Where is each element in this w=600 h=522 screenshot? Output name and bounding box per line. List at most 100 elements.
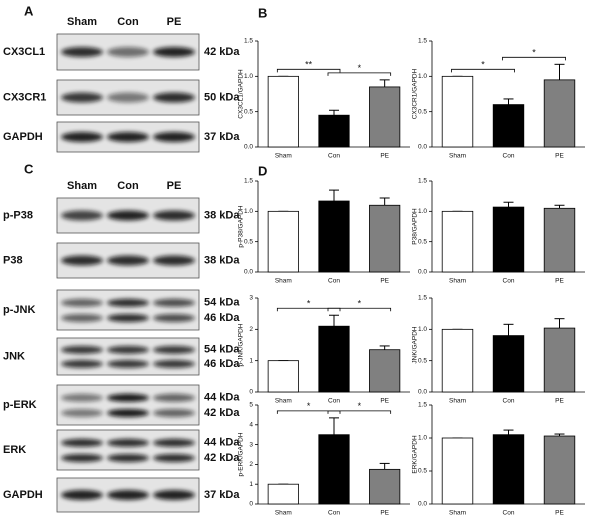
x-tick-label: PE (380, 510, 389, 517)
significance-label: * (358, 299, 362, 309)
y-axis-label: P38/GAPDH (412, 208, 419, 245)
y-axis-label: p-P38/GAPDH (238, 205, 245, 248)
bar (441, 75, 474, 148)
band (107, 359, 149, 368)
band (61, 132, 103, 142)
y-tick-label: 1.0 (244, 73, 253, 80)
y-tick-label: 1.5 (418, 402, 427, 409)
band (153, 314, 195, 322)
kda-label: 42 kDa (204, 452, 240, 464)
band (153, 132, 195, 142)
band (153, 409, 195, 417)
band (107, 255, 149, 266)
kda-label: 42 kDa (204, 46, 240, 58)
y-tick-label: 0 (249, 389, 253, 396)
bar (492, 206, 525, 273)
band (107, 210, 149, 221)
y-tick-label: 0.5 (244, 108, 253, 115)
significance-bracket (327, 307, 392, 312)
y-tick-label: 1.5 (244, 178, 253, 185)
x-tick-label: Con (328, 278, 340, 285)
x-tick-label: PE (380, 153, 389, 160)
x-tick-label: PE (555, 278, 564, 285)
y-tick-label: 0.0 (418, 501, 427, 508)
y-tick-label: 0.0 (418, 269, 427, 276)
significance-bracket (276, 410, 341, 414)
x-tick-label: Sham (449, 153, 466, 160)
band (107, 393, 149, 402)
band (107, 438, 149, 447)
y-tick-label: 0.5 (418, 357, 427, 364)
band (153, 393, 195, 402)
x-tick-label: Sham (275, 278, 292, 285)
y-tick-label: 2 (249, 461, 253, 468)
protein-label: p-P38 (3, 209, 33, 221)
x-tick-label: Con (328, 510, 340, 517)
x-tick-label: Sham (449, 278, 466, 285)
x-tick-label: Con (503, 510, 515, 517)
kda-label: 54 kDa (204, 297, 240, 309)
panel-label: D (258, 163, 267, 178)
bar (543, 79, 576, 148)
blot-frame (56, 429, 200, 471)
bar (267, 360, 299, 393)
band (61, 47, 103, 57)
y-tick-label: 1.0 (418, 326, 427, 333)
significance-label: * (307, 401, 311, 411)
bar (543, 207, 576, 273)
band (153, 454, 195, 462)
protein-label: GAPDH (3, 489, 43, 501)
x-tick-label: Sham (449, 398, 466, 405)
y-tick-label: 0.0 (418, 144, 427, 151)
significance-label: ** (305, 60, 313, 70)
x-tick-label: PE (555, 398, 564, 405)
x-tick-label: Con (503, 398, 515, 405)
x-tick-label: PE (380, 278, 389, 285)
band (61, 255, 103, 266)
band (61, 345, 103, 354)
y-tick-label: 2 (249, 326, 253, 333)
panel-label: C (24, 161, 34, 176)
band (61, 438, 103, 447)
band (107, 92, 149, 103)
significance-label: * (307, 299, 311, 309)
bar (267, 483, 299, 505)
protein-label: GAPDH (3, 131, 43, 143)
band (107, 454, 149, 462)
kda-label: 46 kDa (204, 312, 240, 324)
x-tick-label: PE (555, 153, 564, 160)
band (153, 359, 195, 368)
protein-label: ERK (3, 444, 26, 456)
y-tick-label: 1.0 (418, 208, 427, 215)
significance-label: * (532, 48, 536, 58)
x-tick-label: Sham (449, 510, 466, 517)
band (107, 490, 149, 500)
y-tick-label: 0.5 (244, 238, 253, 245)
panel-label: B (258, 5, 267, 20)
y-tick-label: 1 (249, 357, 253, 364)
x-tick-label: Con (503, 153, 515, 160)
x-tick-label: Sham (275, 510, 292, 517)
kda-label: 44 kDa (204, 392, 240, 404)
protein-label: CX3CR1 (3, 91, 46, 103)
y-tick-label: 1.5 (418, 295, 427, 302)
lane-label: Con (117, 180, 139, 192)
band (153, 490, 195, 500)
band (107, 314, 149, 322)
protein-label: P38 (3, 254, 23, 266)
significance-bracket (451, 68, 515, 73)
band (107, 298, 149, 307)
x-tick-label: Con (503, 278, 515, 285)
y-tick-label: 1.5 (418, 178, 427, 185)
band (61, 490, 103, 500)
band (107, 47, 149, 57)
y-axis-label: p-JNK/GAPDH (238, 323, 245, 366)
y-tick-label: 1.5 (418, 38, 427, 45)
bar (441, 210, 474, 273)
y-tick-label: 0.0 (418, 389, 427, 396)
kda-label: 44 kDa (204, 437, 240, 449)
band (61, 92, 103, 103)
protein-label: CX3CL1 (3, 46, 45, 58)
significance-bracket (276, 307, 341, 312)
kda-label: 38 kDa (204, 254, 240, 266)
